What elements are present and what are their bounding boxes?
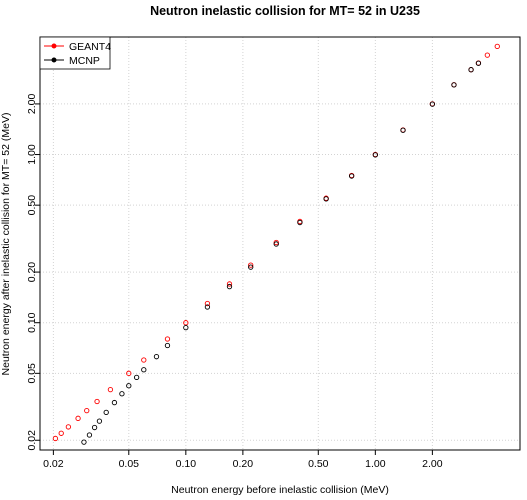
x-tick-label-6: 2.00 bbox=[422, 458, 443, 470]
legend-mcnp-label: MCNP bbox=[69, 55, 100, 67]
x-tick-label-2: 0.10 bbox=[176, 458, 197, 470]
y-axis-label: Neutron energy after inelastic collision… bbox=[0, 113, 12, 376]
y-tick-label-1: 0.05 bbox=[26, 363, 38, 384]
geant4-point-10 bbox=[183, 320, 189, 326]
x-tick-label-5: 1.00 bbox=[365, 458, 386, 470]
mcnp-point-20 bbox=[372, 152, 378, 158]
x-axis-label: Neutron energy before inelastic collisio… bbox=[171, 484, 389, 496]
geant4-point-1 bbox=[58, 430, 64, 436]
mcnp-point-11 bbox=[164, 342, 171, 349]
mcnp-point-2 bbox=[91, 424, 98, 431]
geant4-point-7 bbox=[126, 370, 132, 376]
geant4-point-4 bbox=[84, 407, 90, 414]
mcnp-point-5 bbox=[111, 399, 118, 406]
plot-frame bbox=[39, 36, 521, 451]
mcnp-point-17 bbox=[297, 219, 303, 226]
mcnp-point-16 bbox=[273, 241, 279, 247]
legend-box bbox=[39, 36, 111, 70]
mcnp-point-23 bbox=[451, 82, 457, 88]
geant4-point-6 bbox=[107, 386, 114, 393]
mcnp-point-14 bbox=[226, 283, 233, 290]
legend-geant4-label: GEANT4 bbox=[69, 41, 111, 53]
legend-mcnp-marker bbox=[51, 57, 57, 63]
y-tick-label-0: 0.02 bbox=[26, 430, 38, 451]
mcnp-point-0 bbox=[81, 439, 87, 445]
mcnp-point-4 bbox=[103, 409, 109, 416]
geant4-point-3 bbox=[75, 415, 81, 421]
y-tick-label-3: 0.20 bbox=[26, 262, 38, 283]
geant4-point-2 bbox=[65, 424, 72, 430]
geant4-point-0 bbox=[52, 435, 59, 442]
chart-title: Neutron inelastic collision for MT= 52 i… bbox=[150, 4, 420, 18]
mcnp-point-8 bbox=[133, 374, 140, 381]
geant4-point-9 bbox=[164, 336, 171, 342]
data-points bbox=[52, 43, 500, 445]
x-tick-label-1: 0.05 bbox=[119, 458, 140, 470]
geant4-point-11 bbox=[204, 300, 211, 307]
mcnp-point-12 bbox=[183, 324, 189, 331]
geant4-point-13 bbox=[248, 262, 254, 268]
geant4-point-5 bbox=[94, 398, 100, 405]
y-tick-label-4: 0.50 bbox=[26, 195, 38, 216]
mcnp-point-3 bbox=[96, 418, 103, 424]
legend-geant4-marker bbox=[51, 43, 57, 49]
x-axis: 0.02 0.05 0.10 0.20 0.50 1.00 2.00 bbox=[43, 450, 443, 470]
mcnp-point-25 bbox=[475, 60, 482, 66]
x-tick-label-4: 0.50 bbox=[308, 458, 329, 470]
grid-lines bbox=[40, 37, 520, 450]
y-axis: 0.02 0.05 0.10 0.20 0.50 1.00 2.00 bbox=[26, 94, 40, 451]
y-tick-label-5: 1.00 bbox=[26, 144, 38, 165]
geant4-point-8 bbox=[141, 357, 147, 363]
y-tick-label-6: 2.00 bbox=[26, 94, 38, 115]
mcnp-point-10 bbox=[153, 354, 160, 360]
y-tick-label-2: 0.10 bbox=[26, 312, 38, 333]
mcnp-point-15 bbox=[248, 264, 254, 270]
geant4-point-24 bbox=[484, 52, 490, 58]
mcnp-point-18 bbox=[323, 196, 329, 202]
legend: GEANT4 MCNP bbox=[39, 36, 111, 70]
mcnp-point-7 bbox=[126, 383, 132, 389]
x-tick-label-0: 0.02 bbox=[43, 458, 64, 470]
mcnp-point-24 bbox=[468, 67, 474, 73]
x-tick-label-3: 0.20 bbox=[233, 458, 254, 470]
mcnp-point-13 bbox=[204, 304, 211, 310]
mcnp-point-6 bbox=[119, 391, 125, 397]
geant4-point-14 bbox=[273, 239, 279, 246]
mcnp-point-22 bbox=[429, 101, 436, 107]
mcnp-point-1 bbox=[86, 432, 93, 438]
mcnp-point-9 bbox=[141, 367, 147, 373]
mcnp-point-19 bbox=[348, 173, 355, 179]
geant4-point-12 bbox=[226, 281, 233, 287]
mcnp-point-21 bbox=[400, 127, 406, 133]
geant4-point-25 bbox=[494, 43, 500, 49]
